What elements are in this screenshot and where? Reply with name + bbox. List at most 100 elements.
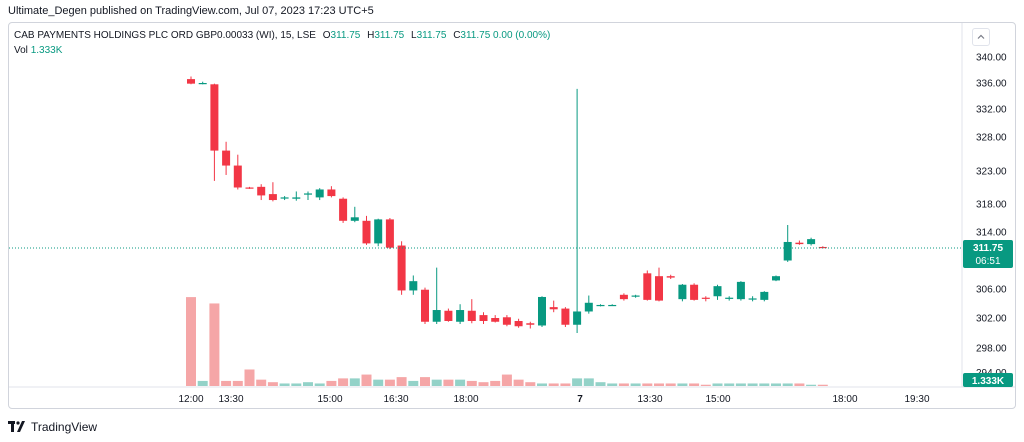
candle-body[interactable] <box>584 302 593 312</box>
candle-body[interactable] <box>421 289 429 322</box>
candle-body[interactable] <box>339 198 348 221</box>
candle-body[interactable] <box>245 187 254 189</box>
candle-body[interactable] <box>783 241 792 261</box>
last-price-badge <box>963 240 1013 269</box>
close-value: 311.75 <box>460 30 491 41</box>
volume-bar <box>689 383 700 386</box>
candle-body[interactable] <box>315 189 324 198</box>
candle-body[interactable] <box>187 79 195 84</box>
candle-body[interactable] <box>748 298 757 300</box>
candle-body[interactable] <box>561 308 570 325</box>
volume-bar <box>431 379 442 386</box>
x-tick-label: 12:00 <box>178 394 203 405</box>
candle-body[interactable] <box>538 296 546 326</box>
volume-bar <box>572 378 583 386</box>
candle-body[interactable] <box>549 307 558 310</box>
candle-body[interactable] <box>807 239 816 245</box>
candle-body[interactable] <box>736 281 745 300</box>
x-tick-label: 7 <box>577 394 583 405</box>
candle-body[interactable] <box>479 315 488 321</box>
candle-body[interactable] <box>619 294 628 300</box>
volume-bar <box>525 382 536 386</box>
candle-body[interactable] <box>444 310 453 321</box>
candle-body[interactable] <box>631 295 640 297</box>
candle-body[interactable] <box>385 219 394 248</box>
candle-body[interactable] <box>701 297 710 299</box>
volume-bar <box>291 383 302 386</box>
volume-bar <box>466 380 477 386</box>
volume-bar <box>326 380 337 386</box>
volume-bar <box>618 383 629 386</box>
volume-bar <box>478 382 489 386</box>
candle-body[interactable] <box>467 310 476 321</box>
candle-body[interactable] <box>222 150 231 166</box>
close-label: C <box>453 30 461 41</box>
candle-body[interactable] <box>280 197 289 199</box>
candle-body[interactable] <box>760 291 769 300</box>
candle-body[interactable] <box>268 194 277 201</box>
low-value: 311.75 <box>416 30 447 41</box>
volume-bar <box>665 383 676 386</box>
volume-bar <box>443 379 454 386</box>
candle-body[interactable] <box>725 297 734 299</box>
publish-header: Ultimate_Degen published on TradingView.… <box>0 0 1024 22</box>
candle-body[interactable] <box>713 286 722 297</box>
volume-bar <box>677 383 688 386</box>
chart-frame[interactable] <box>8 22 1016 409</box>
candle-body[interactable] <box>655 276 663 301</box>
volume-bar <box>583 378 594 386</box>
volume-bar <box>408 380 419 386</box>
candle-body[interactable] <box>514 321 523 327</box>
x-tick-label: 13:30 <box>218 394 243 405</box>
collapse-button[interactable] <box>972 28 990 46</box>
volume-bar <box>338 378 349 386</box>
candle-body[interactable] <box>374 219 383 244</box>
candle-body[interactable] <box>795 242 804 245</box>
volume-bar <box>537 383 547 386</box>
volume-bar <box>712 383 723 386</box>
candle-body[interactable] <box>526 323 535 325</box>
candle-body[interactable] <box>772 276 780 281</box>
candle-body[interactable] <box>573 311 582 325</box>
candle-body[interactable] <box>350 217 359 221</box>
candle-body[interactable] <box>292 197 301 199</box>
candle-body[interactable] <box>456 310 465 322</box>
symbol-title[interactable]: CAB PAYMENTS HOLDINGS PLC ORD GBP0.00033… <box>14 30 316 41</box>
candle-body[interactable] <box>608 304 617 307</box>
y-tick-label: 314.00 <box>976 228 1007 239</box>
candle-body[interactable] <box>210 84 219 151</box>
candle-body[interactable] <box>491 318 500 322</box>
candle-body[interactable] <box>362 220 371 244</box>
x-tick-label: 13:30 <box>637 394 662 405</box>
volume-bar <box>209 303 220 386</box>
open-label: O <box>322 30 331 41</box>
volume-bar <box>197 380 208 386</box>
chevron-up-icon <box>977 34 985 39</box>
candle-body[interactable] <box>643 273 652 300</box>
candle-body[interactable] <box>690 284 699 300</box>
y-tick-label: 306.00 <box>976 285 1007 296</box>
volume-bar <box>396 377 407 386</box>
candle-body[interactable] <box>596 304 605 307</box>
volume-bar <box>455 379 466 386</box>
volume-bar <box>361 374 372 386</box>
candle-body[interactable] <box>397 245 406 291</box>
publish-info: Ultimate_Degen published on TradingView.… <box>8 5 374 17</box>
candle-body[interactable] <box>327 189 336 197</box>
candle-body[interactable] <box>257 186 266 196</box>
candle-body[interactable] <box>432 310 441 322</box>
change-value: 0.00 (0.00%) <box>493 30 551 41</box>
candle-body[interactable] <box>233 165 242 188</box>
candle-body[interactable] <box>304 193 312 195</box>
candle-body[interactable] <box>678 284 687 300</box>
candle-body[interactable] <box>198 83 207 85</box>
candle-body[interactable] <box>409 281 418 291</box>
candle-body[interactable] <box>666 276 675 278</box>
open-value: 311.75 <box>330 30 361 41</box>
tradingview-brand: TradingView <box>31 420 98 434</box>
volume-bar <box>771 383 781 386</box>
volume-legend: Vol 1.333K <box>14 45 62 56</box>
candle-body[interactable] <box>502 317 511 325</box>
volume-bar <box>700 384 711 386</box>
